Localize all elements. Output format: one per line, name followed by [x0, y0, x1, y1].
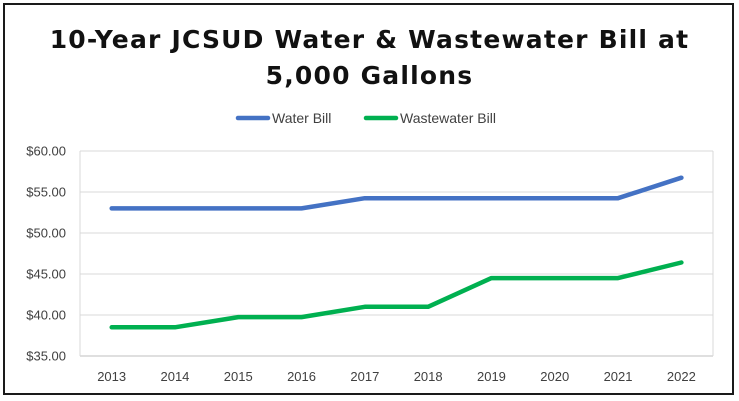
legend-water-bill-label: Water Bill: [272, 110, 331, 126]
x-tick-label: 2016: [287, 369, 316, 384]
y-tick-label: $35.00: [26, 349, 66, 364]
y-tick-label: $55.00: [26, 185, 66, 200]
x-tick-label: 2021: [604, 369, 633, 384]
legend-wastewater-bill-label: Wastewater Bill: [400, 110, 496, 126]
x-axis: 2013 2014 2015 2016 2017 2018 2019 2020 2021 2022: [97, 369, 696, 384]
x-tick-label: 2017: [350, 369, 379, 384]
chart-gridlines: [79, 150, 714, 357]
x-tick-label: 2022: [667, 369, 696, 384]
chart-title: 10-Year JCSUD Water & Wastewater Bill at…: [0, 22, 739, 94]
chart-series: [109, 175, 684, 330]
y-tick-label: $50.00: [26, 226, 66, 241]
wastewater-bill-line: [109, 260, 684, 330]
chart-legend: Water Bill Wastewater Bill: [235, 110, 496, 126]
x-tick-label: 2014: [160, 369, 189, 384]
x-tick-label: 2018: [414, 369, 443, 384]
water-bill-line: [109, 175, 684, 211]
chart-title-line-2: 5,000 Gallons: [265, 61, 474, 90]
chart-title-line-1: 10-Year JCSUD Water & Wastewater Bill at: [49, 25, 690, 54]
x-tick-label: 2013: [97, 369, 126, 384]
y-tick-label: $45.00: [26, 267, 66, 282]
y-axis: $35.00 $40.00 $45.00 $50.00 $55.00 $60.00: [26, 144, 66, 364]
x-tick-label: 2020: [540, 369, 569, 384]
y-tick-label: $60.00: [26, 144, 66, 159]
x-tick-label: 2015: [224, 369, 253, 384]
y-tick-label: $40.00: [26, 308, 66, 323]
x-tick-label: 2019: [477, 369, 506, 384]
